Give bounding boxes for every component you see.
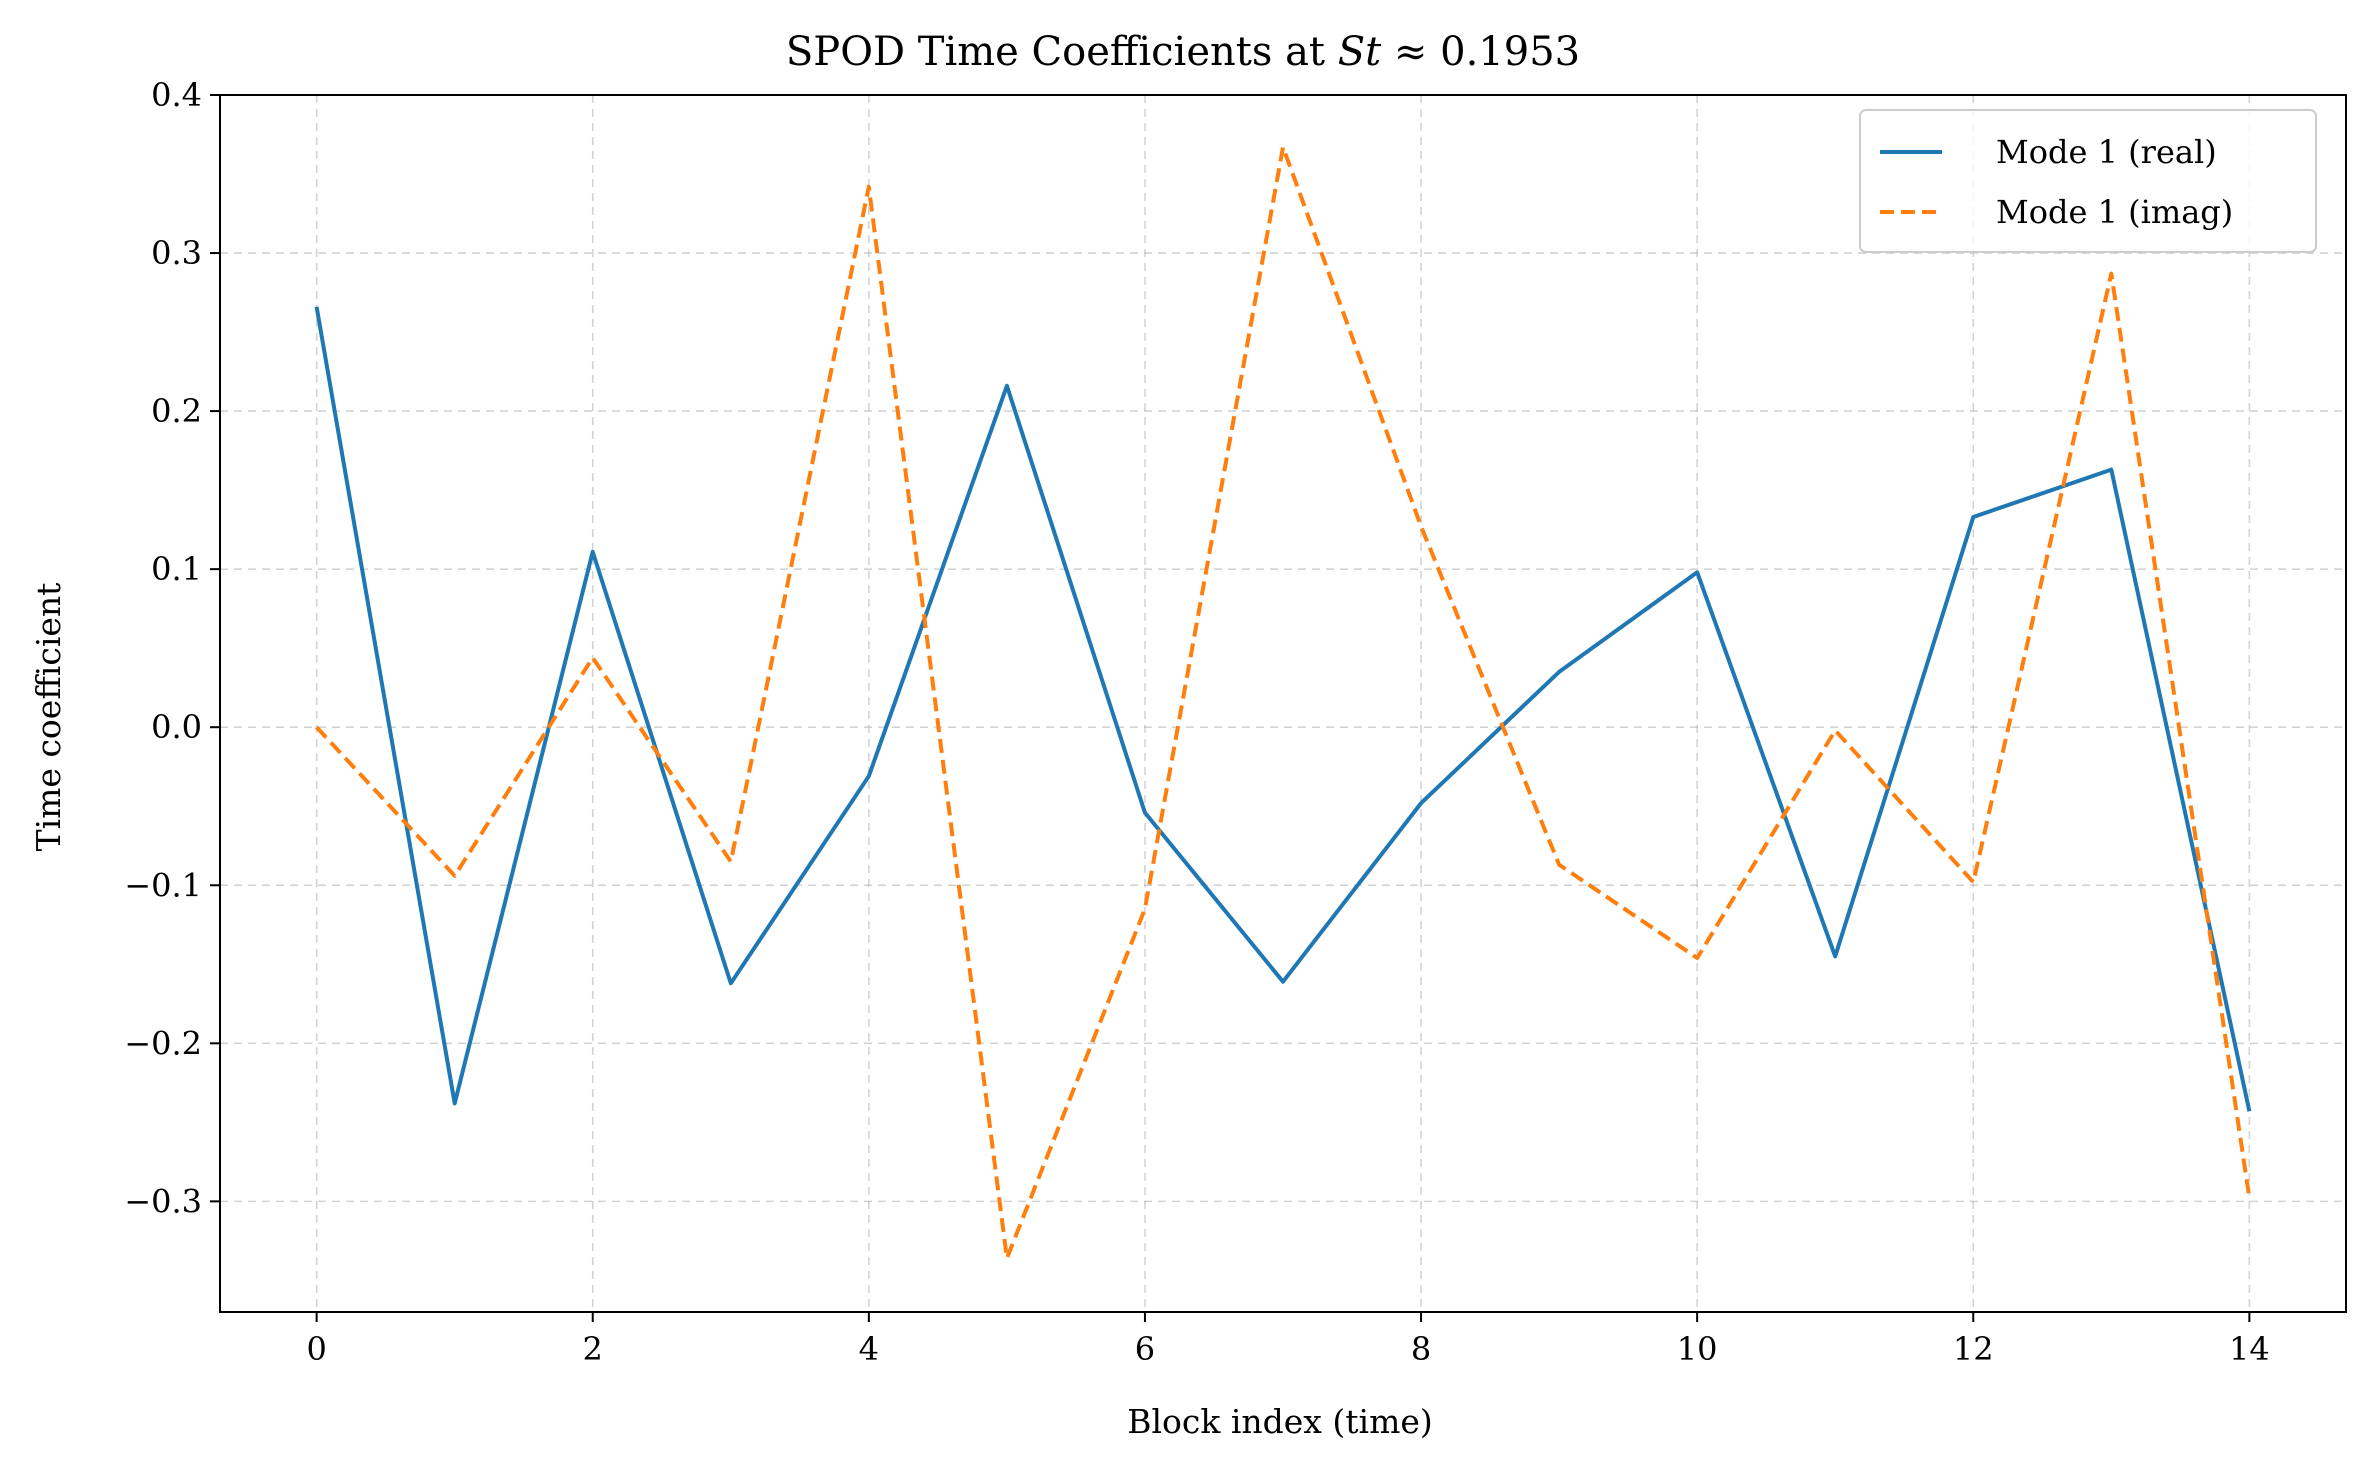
y-tick-label: −0.3 xyxy=(124,1182,202,1220)
legend-label: Mode 1 (real) xyxy=(1996,133,2217,171)
chart-title: SPOD Time Coefficients at St ≈ 0.1953 xyxy=(786,29,1580,75)
y-tick-label: 0.3 xyxy=(151,234,202,272)
grid xyxy=(220,94,2346,1312)
y-tick-label: 0.2 xyxy=(151,392,202,430)
x-axis-label: Block index (time) xyxy=(1127,1402,1433,1441)
x-tick-label: 0 xyxy=(306,1330,326,1368)
x-tick-label: 2 xyxy=(583,1330,603,1368)
x-tick-label: 8 xyxy=(1411,1330,1431,1368)
x-tick-label: 4 xyxy=(859,1330,879,1368)
y-tick-label: −0.1 xyxy=(124,866,202,904)
x-tick-label: 12 xyxy=(1953,1330,1994,1368)
legend-label: Mode 1 (imag) xyxy=(1996,193,2233,231)
chart-title-text: SPOD Time Coefficients at xyxy=(786,29,1338,75)
y-tick-label: −0.2 xyxy=(124,1024,202,1062)
plot-series xyxy=(314,145,2252,1261)
y-axis-label: Time coefficient xyxy=(29,583,68,852)
plot-frame xyxy=(219,94,2347,1313)
y-axis-ticks: 0.4 0.3 0.2 0.1 0.0 −0.1 −0.2 −0.3 xyxy=(124,76,220,1220)
x-axis-ticks: 0 2 4 6 8 10 12 14 xyxy=(306,1312,2270,1368)
x-tick-label: 14 xyxy=(2229,1330,2270,1368)
y-tick-label: 0.1 xyxy=(151,550,202,588)
y-tick-label: 0.0 xyxy=(151,708,202,746)
chart-title-math-var: St xyxy=(1338,29,1382,75)
legend-box xyxy=(1859,109,2317,253)
y-tick-label: 0.4 xyxy=(151,76,202,114)
series-line-2 xyxy=(315,145,2252,1261)
legend: Mode 1 (real) Mode 1 (imag) xyxy=(1859,109,2317,253)
x-tick-label: 6 xyxy=(1135,1330,1155,1368)
x-tick-label: 10 xyxy=(1677,1330,1718,1368)
chart-title-math-value: ≈ 0.1953 xyxy=(1381,29,1580,75)
series-line-1 xyxy=(314,306,2252,1112)
